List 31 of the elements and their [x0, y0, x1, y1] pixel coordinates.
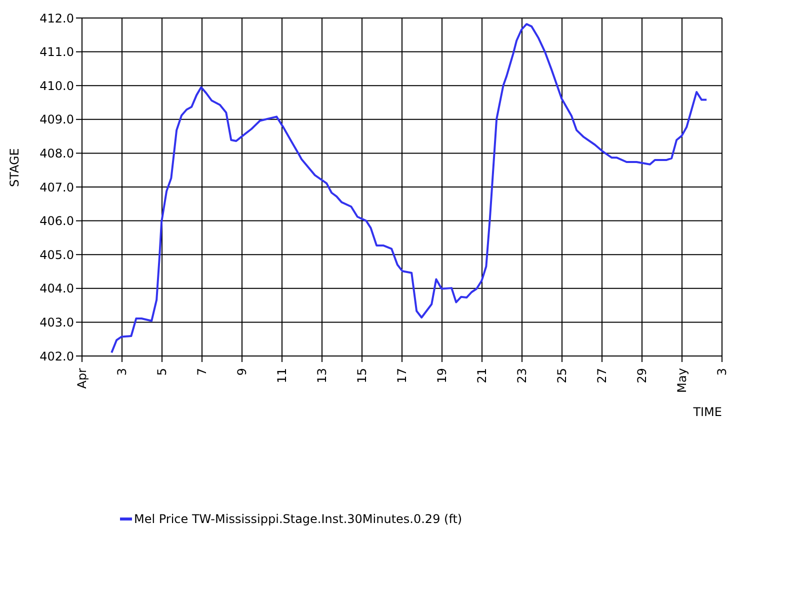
y-tick-label: 409.0	[40, 112, 74, 127]
x-tick-label: 11	[275, 368, 289, 384]
y-tick-label: 402.0	[40, 349, 74, 364]
legend-label: Mel Price TW-Mississippi.Stage.Inst.30Minutes.0.29 (ft)	[134, 512, 462, 526]
y-tick-label: 407.0	[40, 180, 74, 194]
x-tick-label: 19	[435, 368, 449, 384]
y-tick-label: 410.0	[40, 78, 74, 93]
x-tick-label: 7	[195, 368, 209, 376]
x-tick-label: 17	[395, 368, 409, 384]
y-tick-label: 403.0	[40, 315, 74, 330]
x-tick-label: 13	[315, 368, 329, 384]
x-tick-label: 25	[555, 368, 569, 384]
x-tick-label: 9	[235, 368, 249, 376]
x-axis-title: TIME	[692, 405, 722, 419]
x-tick-label: 3	[115, 368, 129, 376]
x-tick-label: May	[675, 368, 689, 393]
y-tick-label: 405.0	[40, 248, 74, 262]
y-tick-label: 411.0	[40, 45, 74, 60]
x-tick-label: 21	[475, 368, 489, 384]
y-tick-label: 408.0	[40, 146, 74, 160]
y-tick-label: 404.0	[40, 282, 74, 296]
y-axis-title: STAGE	[7, 148, 22, 187]
x-tick-label: Apr	[75, 368, 89, 389]
x-tick-label: 27	[595, 368, 609, 384]
y-tick-label: 412.0	[40, 11, 74, 26]
x-tick-label: 5	[155, 368, 169, 376]
x-tick-label: 29	[635, 368, 649, 384]
x-tick-label: 3	[715, 368, 729, 376]
y-tick-label: 406.0	[40, 214, 74, 228]
x-tick-label: 15	[355, 368, 369, 384]
x-tick-label: 23	[515, 368, 529, 384]
